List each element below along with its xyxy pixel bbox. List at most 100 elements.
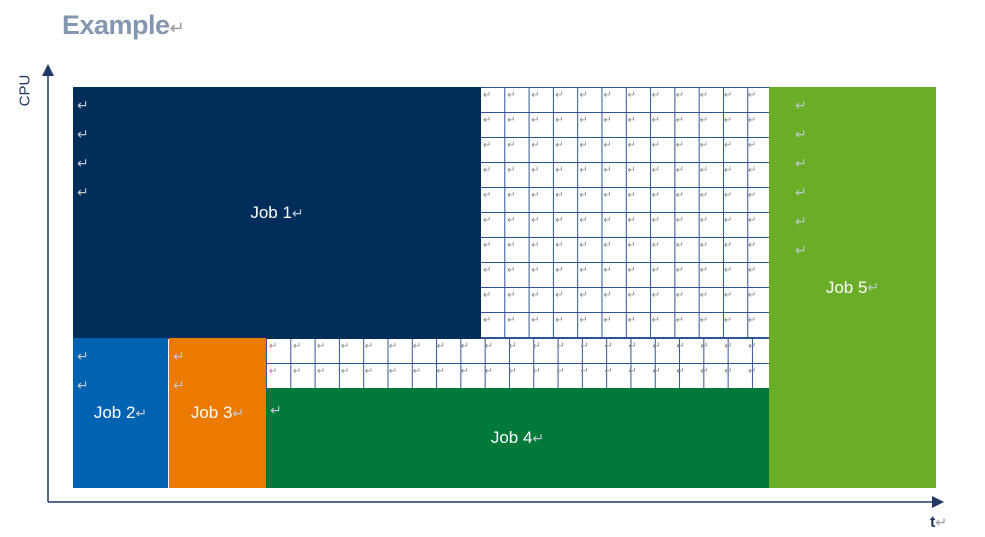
- grid-mark: ↵: [555, 90, 564, 101]
- grid-mark: ↵: [723, 115, 733, 126]
- grid-mark: ↵: [603, 90, 612, 101]
- grid-mark: ↵: [316, 341, 326, 352]
- grid-mark: ↵: [675, 115, 685, 126]
- grid-mark: ↵: [603, 240, 612, 251]
- grid-mark: ↵: [723, 90, 733, 101]
- grid-mark: ↵: [700, 341, 709, 352]
- grid-mark: ↵: [747, 215, 757, 226]
- grid-mark: ↵: [556, 341, 565, 352]
- grid-mark: ↵: [507, 265, 516, 276]
- grid-mark: ↵: [483, 240, 492, 251]
- grid-mark: ↵: [699, 240, 709, 251]
- grid-mark: ↵: [508, 341, 517, 352]
- grid-mark: ↵: [723, 140, 733, 151]
- grid-mark: ↵: [651, 315, 660, 326]
- grid-mark: ↵: [651, 115, 660, 126]
- grid-mark: ↵: [436, 341, 446, 352]
- grid-mark: ↵: [507, 140, 516, 151]
- grid-mark: ↵: [436, 366, 446, 377]
- job-4-label: Job 4: [490, 428, 533, 447]
- grid-mark: ↵: [747, 165, 757, 176]
- idle-grid-lower: [266, 338, 769, 388]
- grid-mark: ↵: [700, 366, 709, 377]
- job-5: ↵ ↵ ↵ ↵ ↵ ↵ Job 5 ↵: [769, 87, 936, 488]
- grid-mark: ↵: [579, 140, 588, 151]
- job-1: ↵ ↵ ↵ ↵ Job 1 ↵: [73, 87, 481, 339]
- grid-mark: ↵: [531, 140, 540, 151]
- grid-mark: ↵: [532, 341, 541, 352]
- grid-mark: ↵: [580, 366, 589, 377]
- grid-mark: ↵: [628, 341, 637, 352]
- grid-mark: ↵: [460, 341, 469, 352]
- grid-mark: ↵: [627, 265, 636, 276]
- grid-mark: ↵: [603, 165, 612, 176]
- grid-mark: ↵: [483, 290, 492, 301]
- grid-mark: ↵: [699, 190, 709, 201]
- grid-mark: ↵: [483, 315, 492, 326]
- grid-mark: ↵: [676, 341, 685, 352]
- grid-mark: ↵: [699, 115, 709, 126]
- grid-mark: ↵: [747, 90, 757, 101]
- job-2-label: Job 2: [93, 403, 136, 422]
- grid-mark: ↵: [748, 366, 757, 377]
- grid-mark: ↵: [747, 315, 757, 326]
- grid-mark: ↵: [579, 115, 588, 126]
- grid-mark: ↵: [627, 115, 636, 126]
- grid-mark: ↵: [699, 265, 709, 276]
- grid-mark: ↵: [483, 190, 492, 201]
- grid-mark: ↵: [316, 366, 326, 377]
- grid-mark: ↵: [555, 215, 564, 226]
- grid-mark: ↵: [555, 115, 564, 126]
- grid-mark: ↵: [699, 290, 709, 301]
- grid-mark: ↵: [747, 240, 757, 251]
- grid-mark: ↵: [675, 190, 685, 201]
- grid-mark: ↵: [604, 366, 613, 377]
- grid-mark: ↵: [628, 366, 637, 377]
- grid-mark: ↵: [651, 290, 660, 301]
- grid-mark: ↵: [531, 165, 540, 176]
- job-1-label: Job 1: [250, 203, 292, 222]
- grid-mark: ↵: [747, 190, 757, 201]
- grid-mark: ↵: [340, 366, 350, 377]
- grid-mark: ↵: [579, 240, 588, 251]
- grid-mark: ↵: [483, 265, 492, 276]
- idle-grid-marks-lower: ↵ ↵ ↵ ↵ ↵ ↵ ↵ ↵ ↵ ↵ ↵ ↵ ↵ ↵ ↵ ↵ ↵ ↵ ↵ ↵ ↵ ↵ ↵ ↵ ↵ ↵ ↵ ↵ ↵ ↵ ↵ ↵ ↵ ↵ ↵ ↵ ↵ ↵ ↵ ↵…: [266, 340, 769, 379]
- grid-mark: ↵: [748, 341, 757, 352]
- job-3: ↵ ↵ Job 3 ↵: [169, 338, 266, 488]
- grid-mark: ↵: [603, 265, 612, 276]
- grid-mark: ↵: [555, 265, 564, 276]
- grid-mark: ↵: [555, 140, 564, 151]
- grid-mark: ↵: [675, 265, 685, 276]
- grid-mark: ↵: [747, 290, 757, 301]
- grid-mark: ↵: [412, 366, 422, 377]
- x-axis-label: t↵: [930, 514, 948, 531]
- slide-title: Example↵: [62, 10, 185, 40]
- grid-mark: ↵: [651, 140, 660, 151]
- grid-mark: ↵: [579, 265, 588, 276]
- grid-mark: ↵: [531, 265, 540, 276]
- grid-mark: ↵: [675, 90, 685, 101]
- grid-mark: ↵: [723, 165, 733, 176]
- grid-mark: ↵: [507, 240, 516, 251]
- grid-mark: ↵: [603, 115, 612, 126]
- grid-mark: ↵: [651, 165, 660, 176]
- grid-mark: ↵: [483, 215, 492, 226]
- grid-mark: ↵: [604, 341, 613, 352]
- grid-mark: ↵: [699, 90, 709, 101]
- grid-mark: ↵: [269, 341, 278, 352]
- grid-mark: ↵: [531, 240, 540, 251]
- grid-mark: ↵: [364, 341, 374, 352]
- grid-mark: ↵: [651, 215, 660, 226]
- grid-mark: ↵: [627, 215, 636, 226]
- grid-mark: ↵: [699, 315, 709, 326]
- grid-mark: ↵: [269, 366, 278, 377]
- grid-mark: ↵: [555, 165, 564, 176]
- grid-mark: ↵: [579, 90, 588, 101]
- grid-mark: ↵: [460, 366, 469, 377]
- grid-mark: ↵: [627, 90, 636, 101]
- grid-mark: ↵: [699, 140, 709, 151]
- job-5-label: Job 5: [825, 277, 868, 297]
- grid-mark: ↵: [555, 240, 564, 251]
- grid-mark: ↵: [531, 90, 540, 101]
